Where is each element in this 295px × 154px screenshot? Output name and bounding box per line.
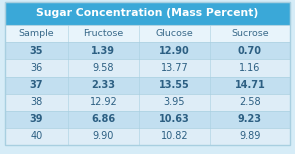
Text: 3.95: 3.95 (164, 97, 185, 107)
Text: 13.55: 13.55 (159, 80, 190, 90)
Text: 9.90: 9.90 (93, 131, 114, 141)
Text: 13.77: 13.77 (161, 63, 189, 73)
Text: 1.16: 1.16 (239, 63, 260, 73)
Bar (5, 128, 290, 145)
Text: Sucrose: Sucrose (231, 29, 269, 38)
Bar (5, 111, 290, 128)
Text: 1.39: 1.39 (91, 46, 115, 56)
Text: 10.82: 10.82 (161, 131, 188, 141)
Text: 39: 39 (30, 114, 43, 124)
Bar (5, 94, 290, 111)
Text: 9.89: 9.89 (239, 131, 260, 141)
Bar (5, 42, 290, 59)
Bar (5, 2, 290, 25)
Text: 12.90: 12.90 (159, 46, 190, 56)
Text: 6.86: 6.86 (91, 114, 115, 124)
Text: 36: 36 (30, 63, 43, 73)
Text: 2.58: 2.58 (239, 97, 261, 107)
Text: Sugar Concentration (Mass Percent): Sugar Concentration (Mass Percent) (36, 8, 259, 18)
Text: Glucose: Glucose (156, 29, 194, 38)
Bar (5, 25, 290, 42)
Text: 14.71: 14.71 (235, 80, 265, 90)
Text: 10.63: 10.63 (159, 114, 190, 124)
Text: 38: 38 (30, 97, 43, 107)
Text: 12.92: 12.92 (90, 97, 117, 107)
Text: 40: 40 (30, 131, 43, 141)
Text: 37: 37 (30, 80, 43, 90)
Text: Sample: Sample (19, 29, 54, 38)
Text: 9.58: 9.58 (93, 63, 114, 73)
Text: 0.70: 0.70 (238, 46, 262, 56)
Text: 2.33: 2.33 (91, 80, 115, 90)
Text: 9.23: 9.23 (238, 114, 262, 124)
Text: Fructose: Fructose (83, 29, 124, 38)
Bar (5, 59, 290, 77)
Text: 35: 35 (30, 46, 43, 56)
Bar (5, 77, 290, 94)
